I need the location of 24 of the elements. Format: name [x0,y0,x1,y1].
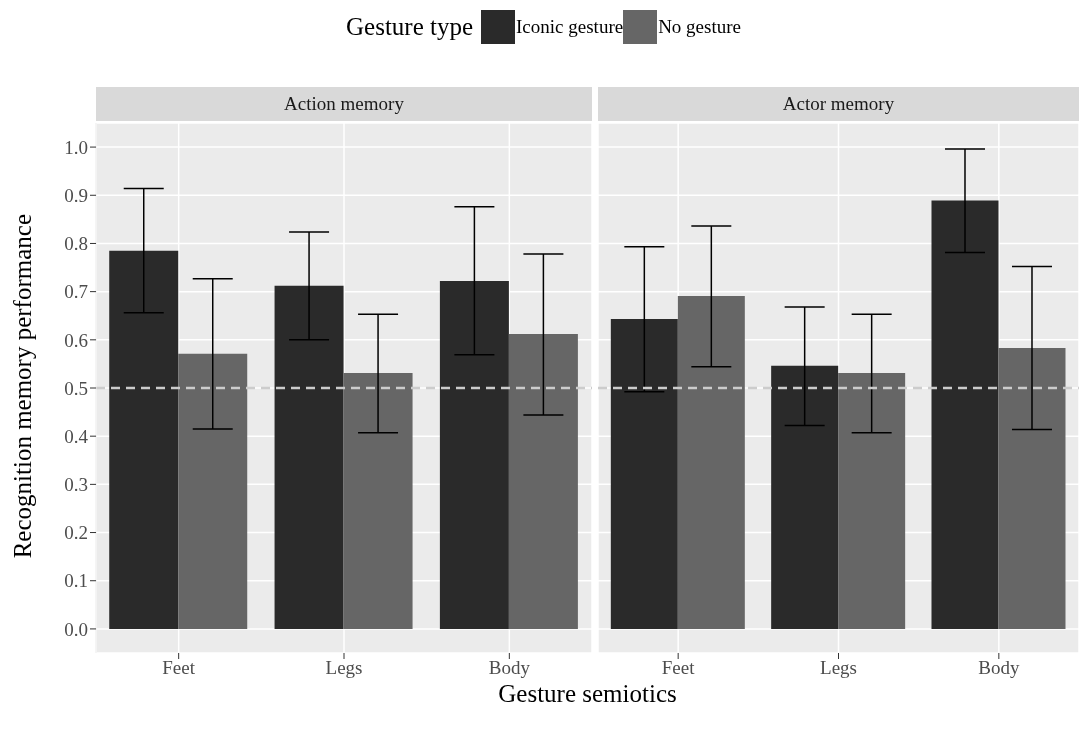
x-tick-label: Legs [325,657,363,679]
legend-title: Gesture type [346,13,474,41]
y-tick-label: 0.9 [64,185,88,207]
legend-label: Iconic gesture [516,16,624,38]
y-tick-label: 0.3 [64,474,88,496]
y-tick-label: 0.4 [64,425,89,447]
x-tick-label: Body [978,657,1020,679]
y-tick-label: 0.2 [64,522,88,544]
y-tick-label: 0.5 [64,377,88,399]
y-tick-label: 0.7 [64,281,88,303]
chart-title: Actor memory [598,87,1079,121]
x-tick-label: Feet [162,657,196,679]
y-tick-label: 0.0 [64,618,88,640]
y-tick-label: 0.1 [64,570,88,592]
legend-label: No gesture [658,16,741,38]
chart-title: Action memory [96,87,592,121]
x-axis-title: Gesture semiotics [497,680,678,708]
y-tick-label: 0.8 [64,233,88,255]
x-tick-label: Body [488,657,531,679]
y-axis-title: Recognition memory performance [9,213,37,559]
y-tick-label: 0.6 [64,329,88,351]
x-tick-label: Legs [820,657,857,679]
y-tick-label: 1.0 [64,136,88,158]
x-tick-label: Feet [661,657,696,679]
